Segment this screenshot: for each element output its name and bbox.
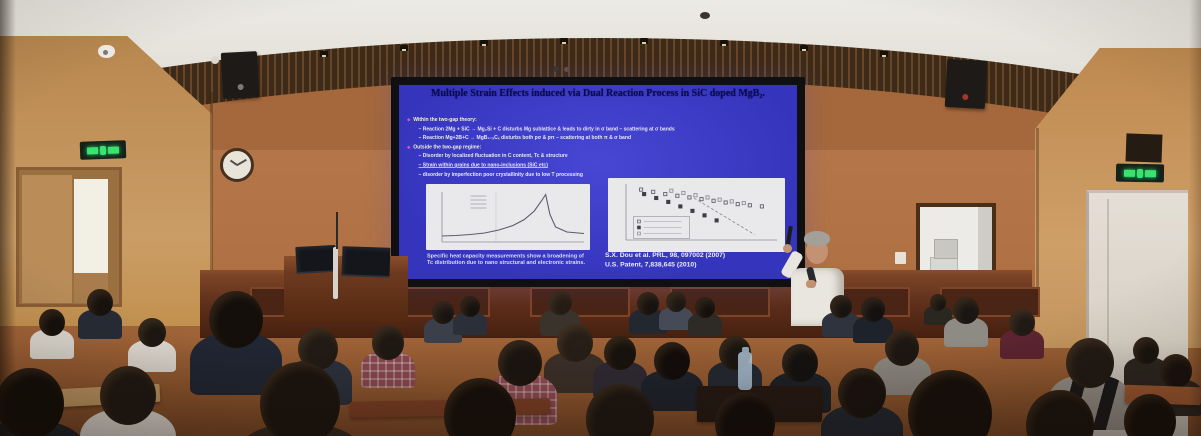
- person-head: [695, 297, 715, 318]
- person-head: [209, 291, 263, 348]
- person-head: [460, 296, 480, 317]
- person-head: [953, 297, 979, 325]
- person-head: [39, 309, 65, 337]
- person-head: [666, 291, 686, 312]
- person-head: [782, 344, 818, 382]
- person-head: [548, 290, 572, 316]
- person-head: [498, 340, 542, 387]
- person-head: [87, 289, 113, 317]
- person-head: [0, 368, 64, 436]
- person-head: [861, 297, 885, 323]
- person-head: [885, 330, 919, 366]
- person-head: [1160, 354, 1192, 388]
- person-head: [637, 292, 659, 316]
- person-head: [432, 301, 454, 325]
- person-head: [260, 362, 340, 436]
- bottle-cap: [742, 347, 749, 353]
- person-head: [372, 326, 404, 360]
- person-head: [654, 342, 690, 380]
- person-head: [604, 336, 636, 370]
- person-head: [100, 366, 156, 425]
- person-head: [930, 294, 946, 311]
- person-head: [830, 295, 852, 319]
- person-head: [557, 324, 593, 362]
- person-head: [1009, 309, 1035, 337]
- person-head: [1133, 337, 1159, 365]
- person-head: [838, 368, 886, 419]
- water-bottle: [738, 347, 752, 390]
- person-head: [1066, 338, 1114, 389]
